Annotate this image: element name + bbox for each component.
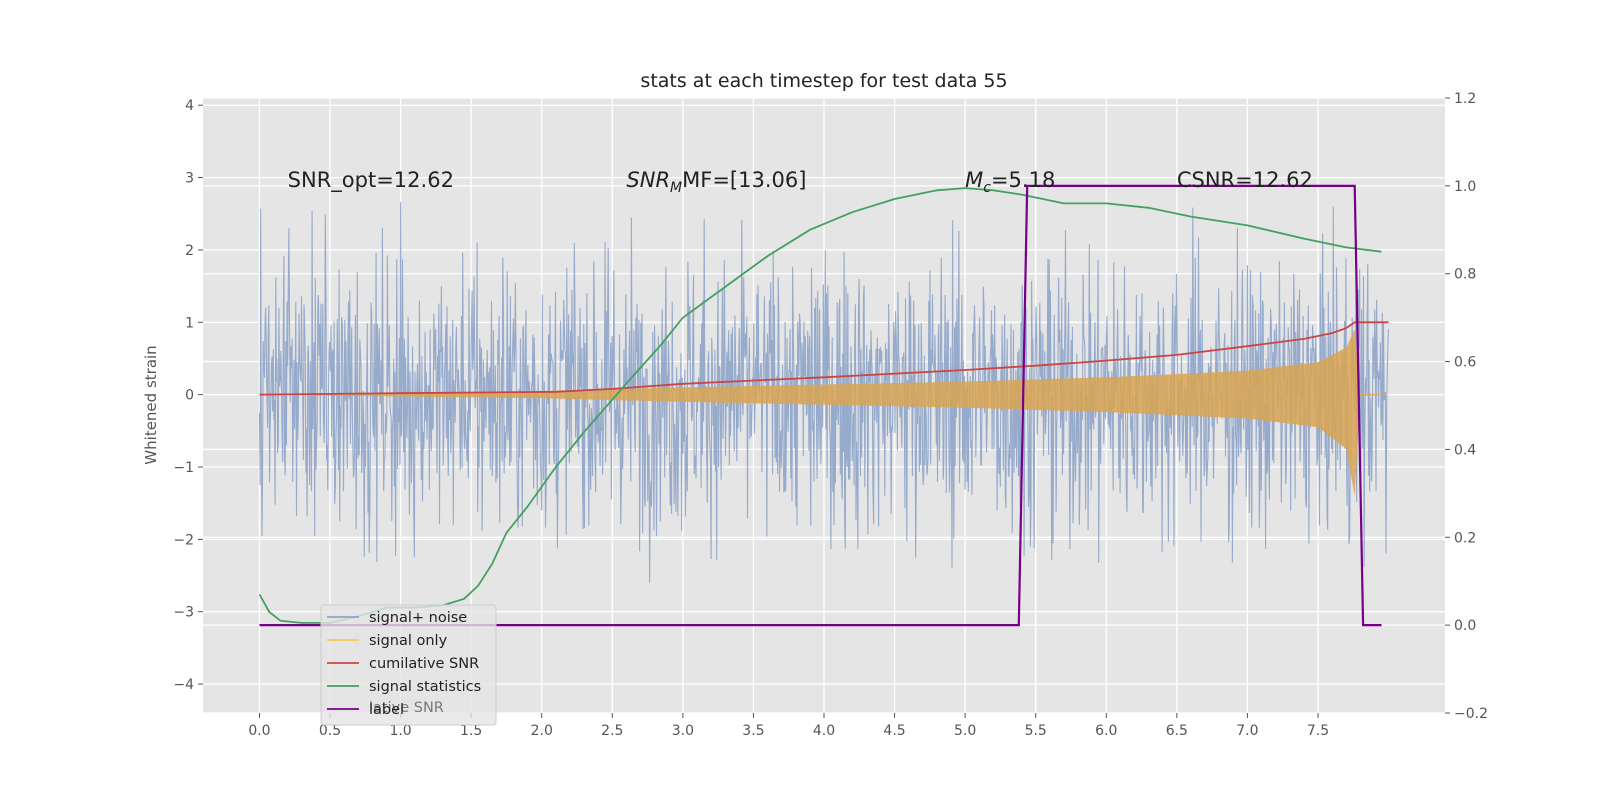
x-tick-label: 1.0 — [389, 723, 411, 739]
legend-label: label — [369, 702, 404, 718]
legend-box — [320, 604, 497, 726]
y-axis-title: Whitened strain — [142, 345, 160, 464]
x-tick-label: 0.5 — [319, 723, 341, 739]
legend-label: signal+ noise — [369, 610, 467, 626]
y2-tick-label: −0.2 — [1454, 706, 1488, 722]
x-tick-label: 4.5 — [883, 723, 905, 739]
legend-ghost-text: lative SNR — [369, 700, 444, 716]
annotation-4: CSNR=12.62 — [1177, 168, 1313, 192]
y-tick-label: −1 — [173, 460, 194, 476]
y-tick-label: 3 — [185, 171, 194, 187]
x-tick-label: 6.0 — [1095, 723, 1117, 739]
y-tick-label: 4 — [185, 98, 194, 114]
x-tick-label: 2.5 — [601, 723, 623, 739]
axes: 0.0 0.5 1.0 1.5 2.0 2.5 3.0 3.5 4.0 4.5 5.0 5.5 6.0 6… — [173, 91, 1488, 739]
y2-tick-label: 1.0 — [1454, 179, 1476, 195]
y-tick-label: −2 — [173, 532, 194, 548]
x-tick-label: 5.5 — [1025, 723, 1047, 739]
y2-tick-label: 0.2 — [1454, 530, 1476, 546]
y-tick-label: 0 — [185, 388, 194, 404]
x-tick-label: 5.0 — [954, 723, 976, 739]
x-tick-label: 6.5 — [1166, 723, 1188, 739]
annotation-3: Mc=5.18 — [965, 168, 1055, 196]
y-tick-label: 1 — [185, 315, 194, 331]
annotation-1: SNR_opt=12.62 — [288, 168, 454, 193]
legend-label: signal only — [369, 633, 448, 649]
y2-tick-label: 0.0 — [1454, 618, 1476, 634]
y2-tick-label: 1.2 — [1454, 91, 1476, 107]
label-line — [259, 184, 1382, 627]
signal-only-envelope — [259, 329, 1389, 496]
x-tick-label: 7.5 — [1307, 723, 1329, 739]
y2-tick-label: 0.6 — [1454, 355, 1476, 371]
x-tick-label: 0.0 — [248, 723, 270, 739]
annotation-2: SNRMMF=[13.06] — [626, 168, 806, 196]
x-tick-label: 3.0 — [672, 723, 694, 739]
legend-label: cumilative SNR — [369, 656, 479, 672]
chart-title: stats at each timestep for test data 55 — [640, 70, 1007, 92]
series-signal-only — [259, 329, 1389, 496]
annotations: SNR_opt=12.62 SNRMMF=[13.06] Mc=5.18 CSNR=1… — [288, 168, 1313, 196]
y-tick-label: −3 — [173, 605, 194, 621]
legend: lative SNR signal+ noise signal only cumila… — [320, 604, 497, 726]
legend-label: signal statistics — [369, 679, 481, 695]
y-tick-label: 2 — [185, 243, 194, 259]
x-tick-label: 2.0 — [531, 723, 553, 739]
x-tick-label: 3.5 — [742, 723, 764, 739]
y-tick-label: −4 — [173, 677, 194, 693]
y2-tick-label: 0.4 — [1454, 442, 1476, 458]
x-tick-label: 1.5 — [460, 723, 482, 739]
x-tick-label: 4.0 — [813, 723, 835, 739]
cumulative-snr-line — [259, 321, 1389, 396]
x-tick-label: 7.0 — [1236, 723, 1258, 739]
y2-tick-label: 0.8 — [1454, 267, 1476, 283]
